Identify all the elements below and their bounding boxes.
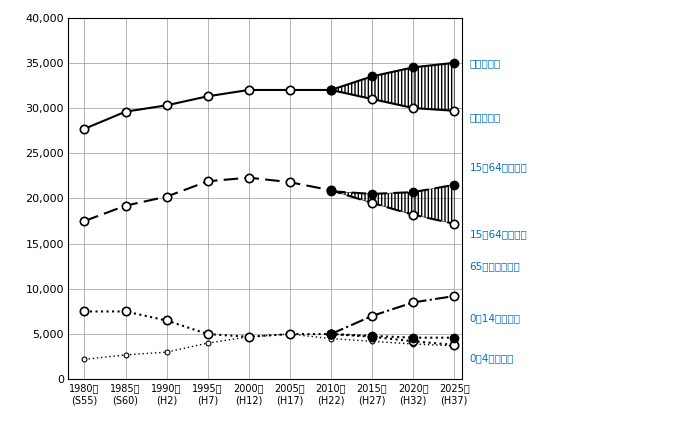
Text: 総数目標値: 総数目標値 (469, 58, 500, 68)
Text: 15～64歳目標値: 15～64歳目標値 (469, 162, 527, 172)
Text: 0～4歳推計値: 0～4歳推計値 (469, 354, 513, 363)
Text: 65歳以上推計値: 65歳以上推計値 (469, 261, 520, 271)
Text: 15～64歳推計値: 15～64歳推計値 (469, 230, 527, 239)
Text: 0～14歳目標値: 0～14歳目標値 (469, 313, 520, 323)
Text: 総数推計値: 総数推計値 (469, 112, 500, 122)
